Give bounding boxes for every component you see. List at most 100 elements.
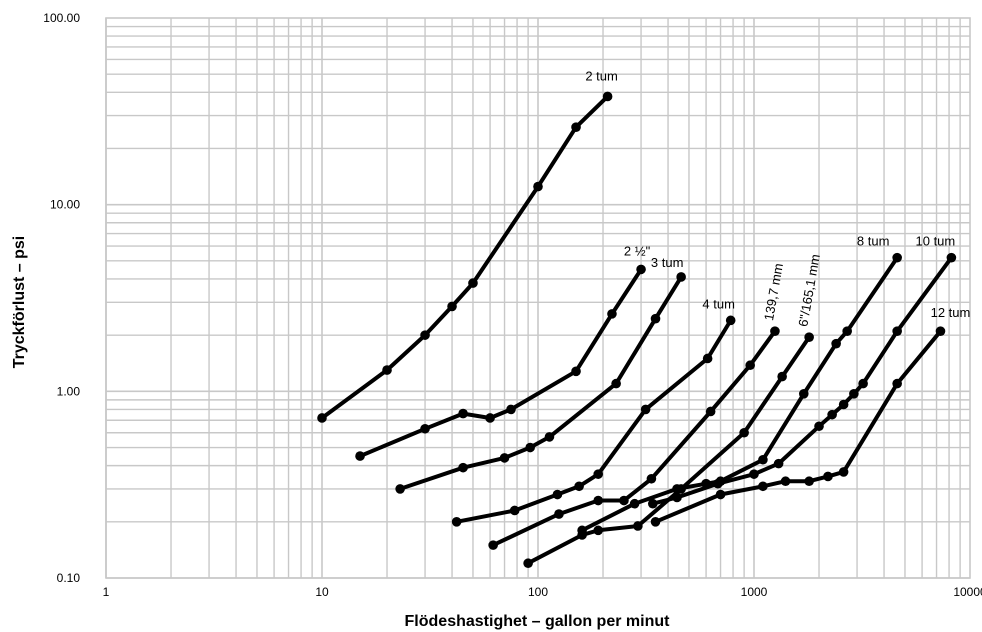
data-point (544, 432, 555, 442)
x-tick-label: 1 (103, 585, 110, 599)
series-lines (317, 91, 957, 569)
data-point (458, 462, 468, 473)
data-point (831, 338, 841, 349)
data-point (499, 453, 510, 463)
data-point (488, 540, 498, 550)
data-point (458, 408, 468, 419)
data-point (842, 326, 852, 336)
data-point (780, 476, 791, 487)
data-point (814, 421, 824, 432)
data-point (838, 399, 849, 410)
data-point (619, 495, 629, 506)
data-point (607, 309, 617, 319)
y-tick-label: 100.00 (43, 11, 80, 25)
data-point (849, 389, 859, 399)
data-point (646, 473, 657, 484)
series-8 (647, 252, 957, 509)
series-line (398, 274, 684, 491)
data-point (745, 360, 755, 371)
data-point (892, 326, 902, 336)
data-point (533, 181, 543, 192)
series-4 (451, 315, 736, 527)
data-point (647, 498, 658, 509)
data-point (892, 378, 902, 389)
data-point (725, 315, 736, 326)
series-label: 4 tum (702, 296, 735, 311)
series-label: 3 tum (651, 255, 684, 270)
data-point (593, 469, 604, 479)
data-point (468, 278, 478, 288)
data-point (509, 505, 520, 516)
data-point (650, 517, 661, 527)
data-point (571, 366, 581, 377)
data-point (713, 478, 723, 489)
data-point (758, 481, 768, 492)
series-label: 139,7 mm (761, 262, 786, 322)
data-point (823, 471, 833, 482)
grid (105, 17, 971, 579)
data-point (804, 476, 814, 487)
data-point (554, 509, 564, 519)
x-tick-label: 1000 (741, 585, 768, 599)
data-point (773, 458, 784, 469)
data-point (858, 378, 868, 389)
data-point (633, 521, 643, 531)
data-point (702, 353, 713, 364)
series-label: 2 ½" (624, 243, 651, 258)
series-label: 12 tum (931, 305, 971, 320)
series-2 (355, 264, 646, 461)
data-point (705, 406, 716, 417)
data-point (838, 467, 849, 477)
y-axis-title: Tryckförlust – psi (11, 236, 28, 369)
data-point (451, 517, 462, 527)
data-point (611, 378, 621, 389)
data-point (827, 409, 837, 420)
series-label: 10 tum (916, 234, 956, 249)
series-line (650, 255, 954, 506)
data-point (739, 427, 749, 438)
plot-frame (105, 17, 971, 579)
data-point (629, 498, 640, 509)
series-line (454, 318, 733, 524)
data-point (506, 404, 516, 415)
data-point (636, 264, 646, 275)
data-point (523, 558, 533, 569)
data-point (640, 404, 651, 415)
x-axis-title: Flödeshastighet – gallon per minut (405, 613, 671, 630)
data-point (420, 423, 430, 434)
data-point (770, 326, 780, 336)
data-point (946, 252, 957, 263)
series-line (358, 267, 644, 459)
data-point (420, 330, 430, 340)
data-point (355, 451, 365, 461)
data-point (382, 365, 392, 375)
series-label: 8 tum (857, 234, 890, 249)
data-point (672, 492, 682, 503)
series-line (320, 94, 610, 420)
data-point (571, 122, 581, 133)
data-point (758, 454, 768, 465)
series-7 (577, 252, 902, 536)
data-point (935, 326, 946, 336)
data-point (672, 484, 682, 494)
series-9 (650, 326, 946, 527)
data-point (485, 413, 495, 423)
data-point (749, 469, 759, 479)
data-point (574, 481, 584, 492)
series-line (491, 329, 777, 548)
series-line (580, 255, 900, 533)
series-label: 2 tum (585, 68, 618, 83)
x-tick-label: 10 (315, 585, 329, 599)
y-tick-label: 0.10 (57, 571, 81, 585)
data-point (892, 252, 902, 263)
series-5 (488, 326, 780, 550)
data-point (676, 272, 686, 282)
data-point (777, 371, 787, 382)
data-point (317, 413, 327, 423)
data-point (798, 389, 809, 399)
data-point (715, 489, 726, 500)
y-tick-label: 10.00 (50, 198, 80, 212)
